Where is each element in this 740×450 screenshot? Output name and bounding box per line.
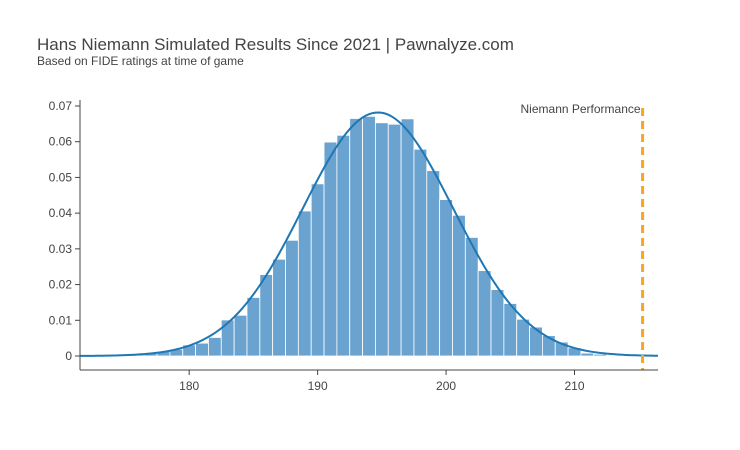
histogram-bar [580,352,595,357]
x-tick-label: 200 [436,379,456,393]
histogram-bar [387,123,402,357]
y-tick-label: 0.03 [49,242,73,256]
histogram-bar [285,239,299,357]
histogram-bar [503,303,518,357]
x-tick-label: 180 [179,379,199,393]
histogram-bar [439,199,453,357]
histogram-bar [516,318,530,357]
x-tick-label: 190 [308,379,328,393]
y-tick-label: 0.02 [49,278,73,292]
y-tick-label: 0.05 [49,170,73,184]
histogram-bar [195,342,209,357]
y-axis-ticks: 0 0.01 0.02 0.03 0.04 0.05 0.06 0.07 [49,99,80,363]
histogram-bar [246,297,261,357]
axes [79,100,658,371]
histogram-bar [349,118,363,357]
histogram-bar [259,274,274,357]
histogram-bar [297,210,312,357]
histogram-bar [310,183,325,357]
histogram-bar [606,354,620,357]
x-tick-label: 210 [564,379,584,393]
histogram-bar [208,337,222,357]
histogram-bar [272,258,286,357]
y-tick-label: 0.01 [49,313,73,327]
y-tick-label: 0.07 [49,99,73,113]
histogram-bar [375,122,389,357]
histogram-bar [323,141,338,357]
histogram-bar [233,314,248,357]
x-axis-ticks: 180 190 200 210 [179,370,585,393]
histogram-bar [413,148,428,357]
histogram-bar [336,134,351,357]
histogram-bar [477,270,492,357]
histogram-bar [220,319,235,357]
y-tick-label: 0 [65,349,72,363]
histogram-bar [464,237,479,357]
normal-fit-curve [79,111,659,357]
performance-label: Niemann Performance [521,102,641,116]
histogram-bar [362,115,376,357]
histogram-bars [130,115,620,357]
histogram-bar [490,289,505,357]
histogram-bar [426,170,441,357]
y-tick-label: 0.06 [49,135,73,149]
histogram-bar [452,214,466,357]
histogram-bar [400,118,415,357]
chart-subtitle: Based on FIDE ratings at time of game [37,54,244,68]
y-tick-label: 0.04 [49,206,73,220]
histogram-bar [593,353,608,357]
chart-title: Hans Niemann Simulated Results Since 202… [37,35,514,54]
